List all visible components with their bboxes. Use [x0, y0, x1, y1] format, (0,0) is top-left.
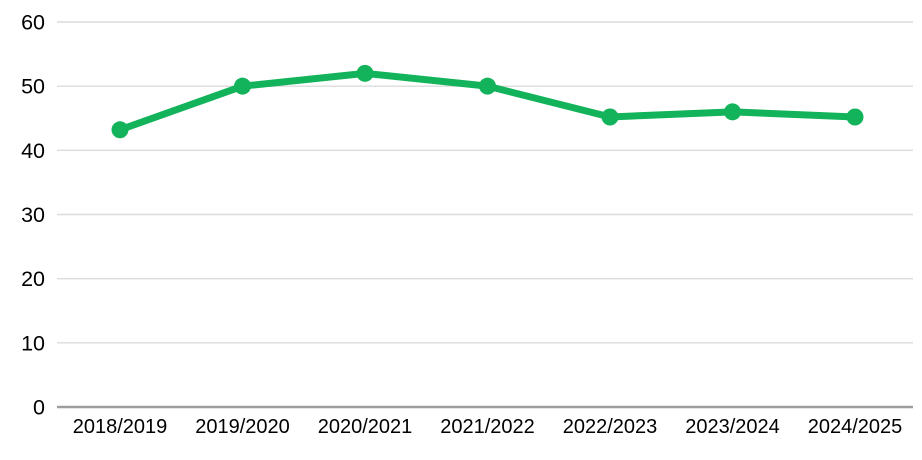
- data-point: [111, 121, 129, 139]
- data-point: [234, 77, 251, 95]
- data-point: [479, 77, 496, 95]
- data-point: [356, 64, 374, 82]
- x-axis-label: 2018/2019: [73, 416, 168, 438]
- y-tick-label: 40: [21, 139, 45, 163]
- x-axis-label: 2019/2020: [195, 416, 290, 438]
- x-axis-label: 2021/2022: [440, 416, 535, 438]
- x-axis-label: 2022/2023: [563, 416, 658, 438]
- data-point: [601, 108, 619, 126]
- data-point: [724, 103, 741, 121]
- x-axis-label: 2020/2021: [318, 416, 413, 438]
- y-tick-label: 20: [21, 267, 45, 291]
- y-tick-label: 60: [21, 11, 45, 35]
- x-axis-label: 2024/2025: [808, 416, 903, 438]
- y-tick-label: 0: [33, 396, 45, 420]
- y-tick-label: 30: [21, 203, 45, 227]
- x-axis-label: 2023/2024: [685, 416, 780, 438]
- y-tick-label: 50: [21, 75, 45, 99]
- data-point: [846, 108, 864, 126]
- y-tick-label: 10: [21, 331, 45, 355]
